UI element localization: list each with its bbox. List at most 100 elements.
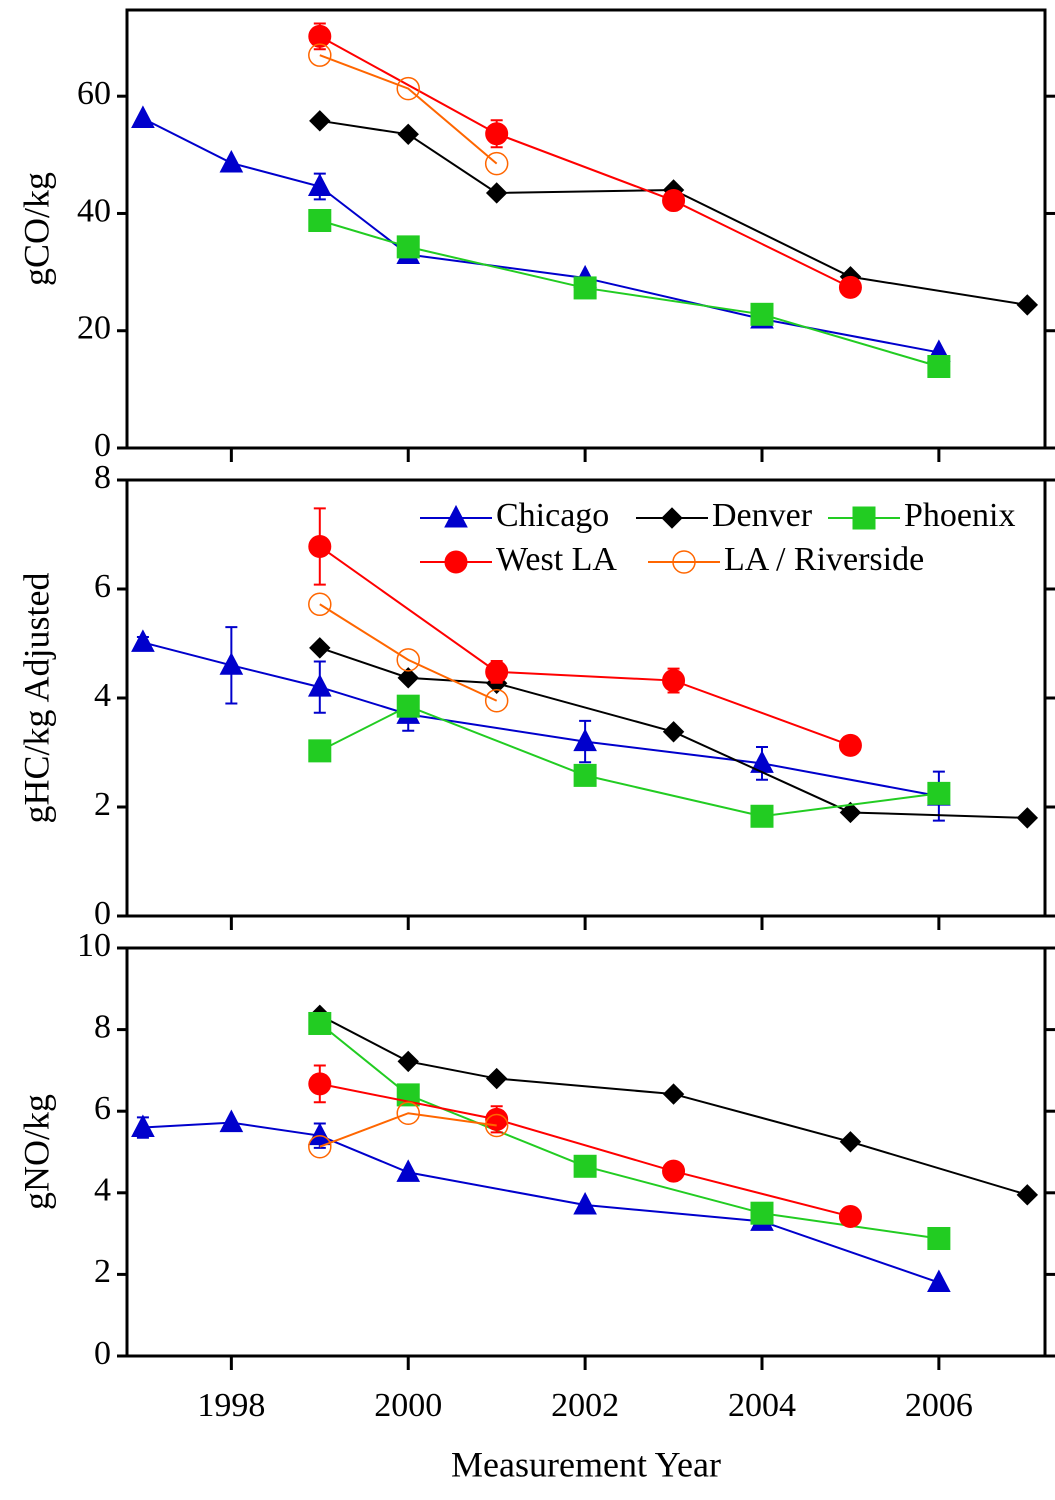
marker (662, 1083, 685, 1105)
marker (219, 149, 244, 173)
marker (750, 804, 774, 828)
series-line (319, 1112, 497, 1148)
marker (131, 105, 155, 128)
y-tick-label: 4 (94, 677, 111, 714)
marker (219, 1109, 244, 1133)
y-axis-label: gCO/kg (16, 172, 56, 286)
marker (1016, 1184, 1039, 1206)
marker (573, 1191, 597, 1215)
y-axis-label: gHC/kg Adjusted (16, 572, 56, 823)
legend-label: Denver (712, 497, 813, 534)
marker (396, 648, 420, 672)
marker (308, 1011, 332, 1035)
x-axis-label: Measurement Year (451, 1444, 721, 1484)
series-line (319, 603, 498, 702)
marker (308, 1134, 332, 1159)
marker (573, 1154, 597, 1178)
marker (308, 534, 332, 558)
marker (219, 652, 244, 675)
marker (839, 801, 862, 824)
marker (1016, 807, 1039, 829)
y-tick-label: 6 (94, 568, 111, 605)
legend-marker (444, 550, 468, 574)
marker (308, 208, 332, 232)
y-tick-label: 10 (77, 927, 111, 964)
marker (750, 1201, 774, 1225)
marker (484, 151, 509, 176)
marker (484, 1113, 509, 1138)
y-tick-label: 0 (94, 895, 111, 932)
marker (308, 739, 332, 763)
marker (662, 1159, 686, 1183)
marker (485, 1107, 509, 1131)
marker (396, 76, 420, 101)
plot-frame (125, 946, 1047, 1358)
marker (397, 667, 419, 689)
legend-label: Phoenix (904, 497, 1015, 534)
marker (308, 24, 332, 48)
y-tick-label: 40 (77, 192, 111, 229)
x-tick-label: 2004 (728, 1387, 796, 1424)
y-tick-label: 8 (94, 1008, 111, 1045)
y-tick-label: 4 (94, 1172, 111, 1209)
marker (397, 123, 419, 146)
y-tick-label: 0 (94, 427, 111, 464)
marker (309, 637, 331, 659)
marker (308, 43, 332, 67)
marker (131, 629, 155, 652)
y-tick-label: 8 (94, 459, 111, 496)
series-line (319, 545, 851, 747)
series-line (319, 1014, 1028, 1196)
marker (484, 688, 509, 713)
legend-marker (444, 504, 468, 528)
marker (927, 1226, 951, 1250)
legend-marker (852, 506, 876, 530)
marker (662, 669, 686, 693)
y-tick-label: 6 (94, 1090, 111, 1127)
legend-marker (672, 550, 696, 574)
marker (662, 721, 685, 743)
legend-label: Chicago (496, 497, 609, 534)
x-tick-label: 2002 (551, 1387, 619, 1424)
y-tick-label: 20 (77, 310, 111, 347)
marker (927, 781, 951, 805)
marker (397, 1050, 419, 1073)
marker (308, 592, 332, 617)
marker (485, 1067, 508, 1090)
marker (307, 1122, 332, 1146)
marker (308, 1072, 332, 1096)
marker (750, 302, 774, 326)
marker (396, 1101, 420, 1125)
legend-label: LA / Riverside (724, 541, 924, 578)
marker (839, 1131, 862, 1153)
series-line (319, 35, 851, 289)
x-tick-label: 2000 (374, 1387, 442, 1424)
marker (307, 173, 332, 196)
legend-marker (661, 507, 683, 529)
marker (927, 354, 951, 378)
series-line (142, 641, 940, 798)
marker (131, 1114, 155, 1138)
y-tick-label: 2 (94, 1253, 111, 1290)
series-line (142, 117, 940, 354)
y-axis-label: gNO/kg (16, 1094, 56, 1210)
marker (927, 1269, 951, 1293)
series-line (319, 646, 1028, 819)
series-line (319, 54, 498, 165)
marker (573, 763, 597, 787)
marker (573, 276, 597, 300)
y-tick-label: 2 (94, 786, 111, 823)
plot-frame (125, 8, 1047, 450)
legend-label: West LA (496, 541, 617, 578)
marker (838, 733, 862, 757)
marker (662, 189, 686, 213)
marker (396, 235, 420, 259)
x-tick-label: 1998 (197, 1387, 265, 1424)
marker (485, 182, 508, 204)
series-line (319, 119, 1028, 306)
marker (396, 694, 420, 718)
marker (838, 275, 862, 299)
marker (1016, 294, 1039, 316)
marker (485, 122, 509, 146)
